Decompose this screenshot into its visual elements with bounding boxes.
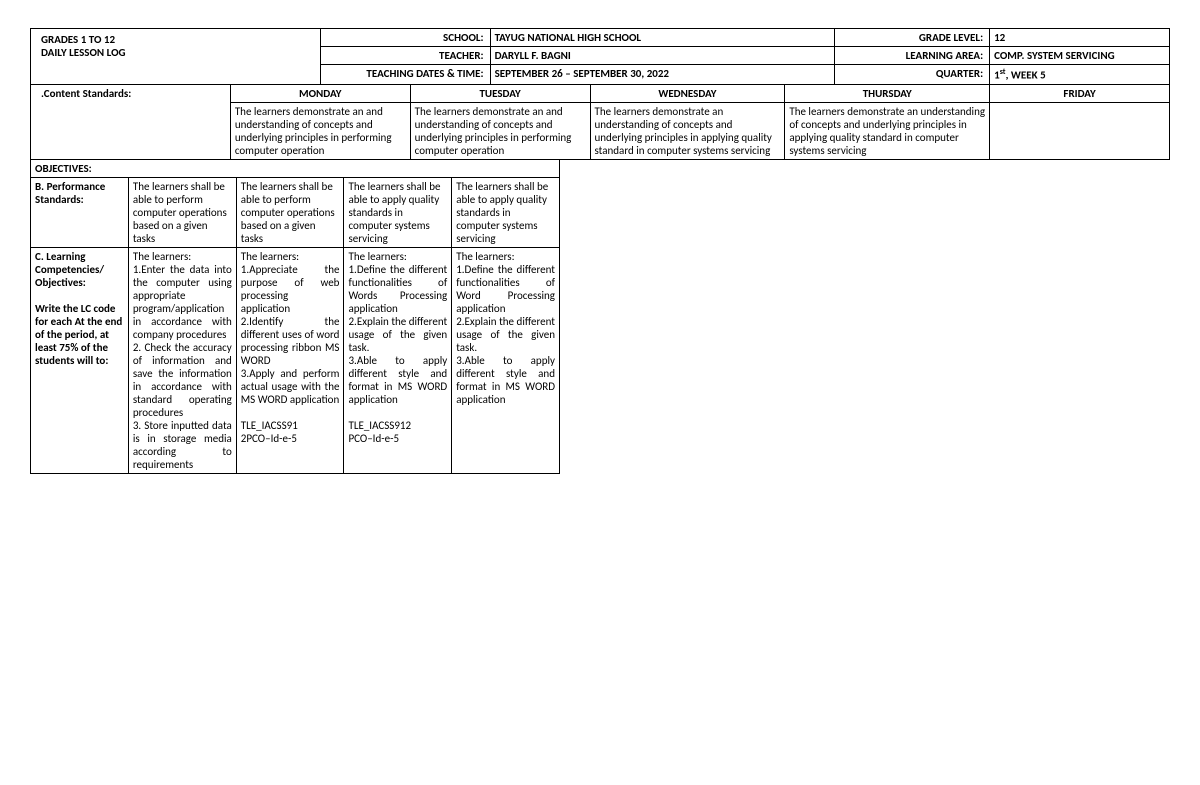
content-standards-fri — [990, 102, 1170, 159]
school-label: SCHOOL: — [320, 29, 490, 47]
content-standards-thu: The learners demonstrate an understandin… — [785, 102, 990, 159]
day-monday: MONDAY — [230, 84, 410, 102]
learning-area-value: COMP. SYSTEM SERVICING — [990, 47, 1170, 65]
day-thursday: THURSDAY — [785, 84, 990, 102]
perf-thu: The learners shall be able to apply qual… — [452, 177, 560, 247]
teacher-value: DARYLL F. BAGNI — [490, 47, 835, 65]
day-wednesday: WEDNESDAY — [590, 84, 785, 102]
content-standards-mon: The learners demonstrate an and understa… — [230, 102, 410, 159]
perf-wed: The learners shall be able to apply qual… — [344, 177, 452, 247]
teacher-label: TEACHER: — [320, 47, 490, 65]
dll-label: DAILY LESSON LOG — [41, 46, 310, 59]
dates-value: SEPTEMBER 26 – SEPTEMBER 30, 2022 — [490, 65, 835, 85]
performance-standards-label: B. Performance Standards: — [31, 177, 129, 247]
objectives-label: OBJECTIVES: — [31, 159, 560, 177]
content-standards-tue: The learners demonstrate an and understa… — [410, 102, 590, 159]
header-table: GRADES 1 TO 12 DAILY LESSON LOG SCHOOL: … — [30, 28, 1170, 85]
perf-mon: The learners shall be able to perform co… — [128, 177, 236, 247]
grade-level-label: GRADE LEVEL: — [835, 29, 990, 47]
content-standards-label: .Content Standards: — [31, 84, 231, 159]
quarter-value: 1st, WEEK 5 — [990, 65, 1170, 85]
grade-level-value: 12 — [990, 29, 1170, 47]
perf-tue: The learners shall be able to perform co… — [236, 177, 344, 247]
content-standards-table: .Content Standards: MONDAY TUESDAY WEDNE… — [30, 84, 1170, 160]
competencies-label: C. Learning Competencies/ Objectives: Wr… — [31, 247, 129, 473]
comp-mon: The learners: 1.Enter the data into the … — [128, 247, 236, 473]
comp-thu: The learners: 1.Define the different fun… — [452, 247, 560, 473]
dates-label: TEACHING DATES & TIME: — [320, 65, 490, 85]
school-value: TAYUG NATIONAL HIGH SCHOOL — [490, 29, 835, 47]
grades-label: GRADES 1 TO 12 — [41, 33, 310, 46]
comp-wed: The learners: 1.Define the different fun… — [344, 247, 452, 473]
day-tuesday: TUESDAY — [410, 84, 590, 102]
comp-tue: The learners: 1.Appreciate the purpose o… — [236, 247, 344, 473]
content-standards-wed: The learners demonstrate an understandin… — [590, 102, 785, 159]
day-friday: FRIDAY — [990, 84, 1170, 102]
quarter-label: QUARTER: — [835, 65, 990, 85]
objectives-table: OBJECTIVES: B. Performance Standards: Th… — [30, 159, 560, 474]
learning-area-label: LEARNING AREA: — [835, 47, 990, 65]
